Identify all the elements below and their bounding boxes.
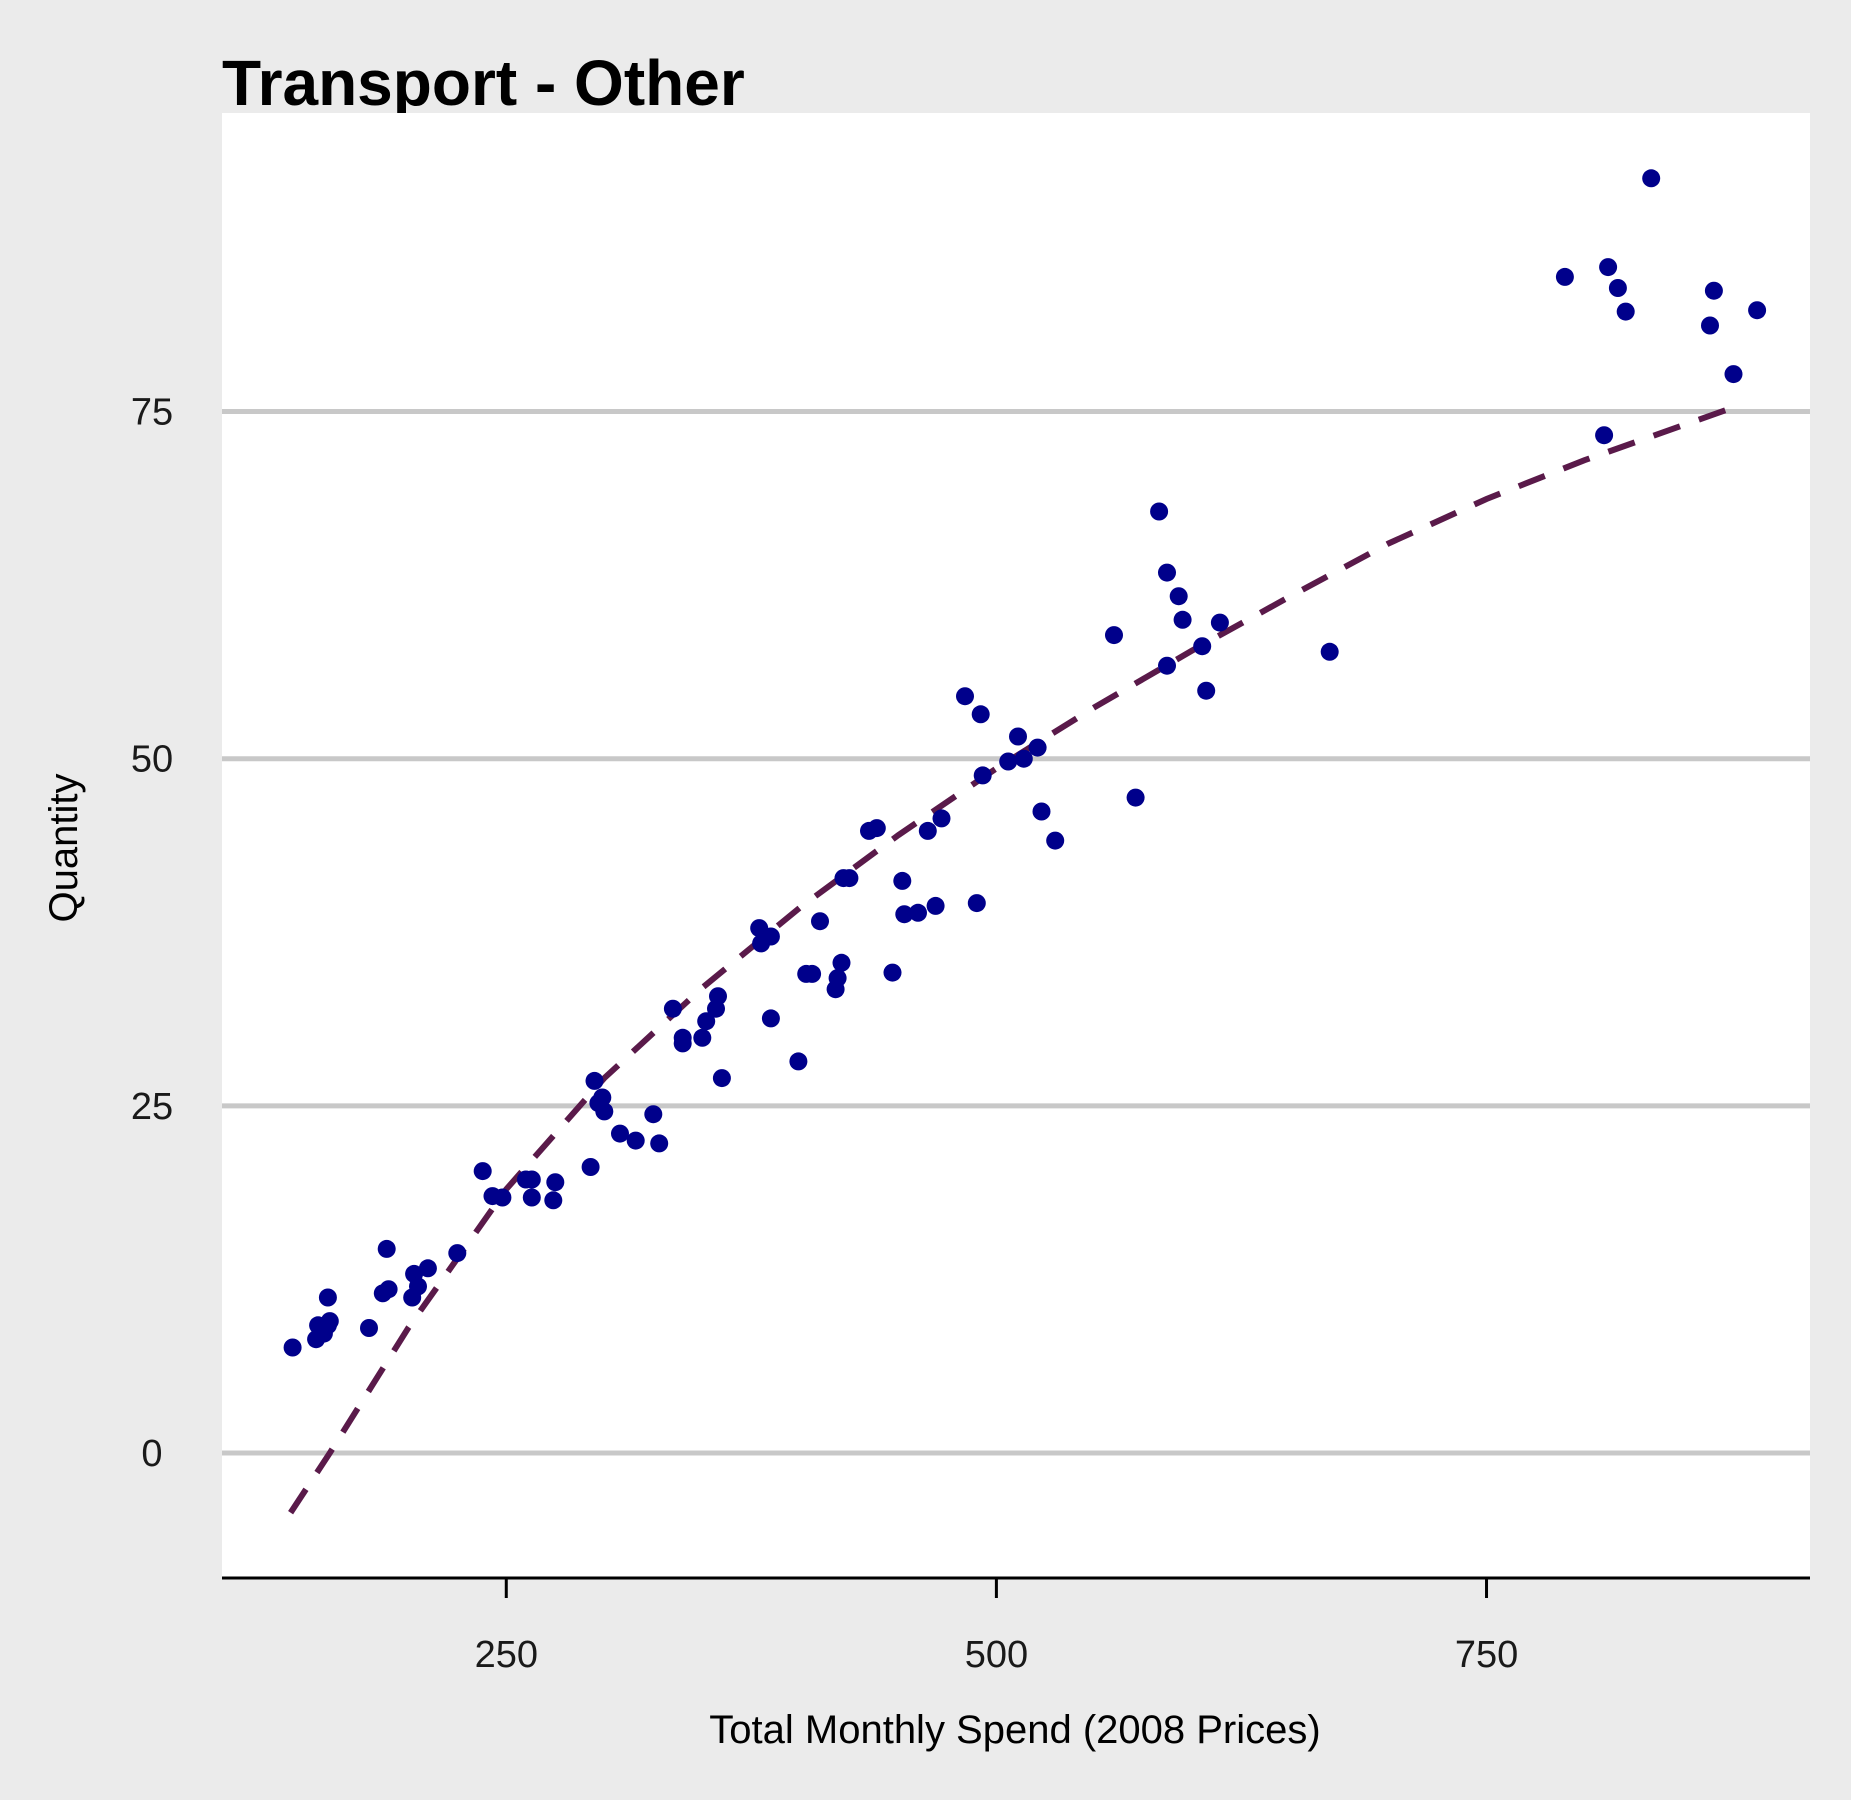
data-point <box>581 1158 600 1176</box>
data-point <box>644 1105 663 1124</box>
data-point <box>1724 365 1743 384</box>
data-point <box>1210 613 1229 632</box>
data-point <box>595 1102 614 1121</box>
data-point <box>1197 681 1216 700</box>
data-point <box>967 894 986 913</box>
data-point <box>1704 281 1723 300</box>
data-point <box>973 766 992 785</box>
data-point <box>926 896 945 915</box>
data-point <box>1193 637 1212 656</box>
x-tick-label: 250 <box>475 1634 538 1676</box>
y-tick-label: 50 <box>131 739 173 781</box>
data-point <box>585 1071 604 1090</box>
y-tick-label: 25 <box>131 1086 173 1128</box>
x-axis: 250 500 750 <box>222 1576 1810 1676</box>
data-point <box>1028 738 1047 757</box>
data-point <box>832 953 851 972</box>
data-point <box>1126 788 1145 807</box>
data-point <box>663 999 682 1018</box>
data-point <box>1009 727 1027 746</box>
data-point <box>1105 626 1123 645</box>
data-point <box>1173 610 1192 629</box>
data-point <box>1169 587 1188 606</box>
data-point <box>1555 267 1574 286</box>
data-point <box>840 869 859 888</box>
data-point <box>999 752 1018 771</box>
data-point <box>522 1188 541 1207</box>
data-point <box>1608 279 1627 297</box>
data-point <box>867 819 886 838</box>
trend-line <box>288 401 1743 1515</box>
data-point <box>1158 656 1176 675</box>
data-point <box>893 871 912 890</box>
data-point <box>1595 426 1614 445</box>
data-point <box>1599 258 1618 277</box>
data-point <box>971 705 990 724</box>
data-point <box>883 963 902 982</box>
data-point <box>761 1009 780 1028</box>
data-point <box>522 1170 541 1189</box>
y-axis-label: Quantity <box>42 774 86 923</box>
data-point <box>1616 302 1635 321</box>
data-point <box>918 821 937 840</box>
data-point <box>473 1162 492 1181</box>
data-point <box>789 1052 808 1071</box>
data-point <box>1701 316 1719 335</box>
points-layer <box>283 169 1767 1357</box>
data-point <box>1320 642 1339 661</box>
chart-title: Transport - Other <box>222 47 745 119</box>
data-point <box>1032 802 1051 821</box>
data-point <box>1642 169 1661 188</box>
data-point <box>828 969 847 988</box>
x-axis-label: Total Monthly Spend (2008 Prices) <box>709 1708 1320 1752</box>
x-tick-label: 500 <box>965 1634 1028 1676</box>
data-point <box>1046 831 1065 850</box>
trend-layer <box>288 401 1743 1515</box>
y-tick-label: 75 <box>131 392 173 434</box>
data-point <box>1748 301 1767 320</box>
data-point <box>626 1131 645 1150</box>
data-point <box>283 1338 302 1357</box>
data-point <box>418 1259 437 1278</box>
data-point <box>448 1244 467 1263</box>
data-point <box>712 1069 731 1088</box>
data-point <box>895 905 914 924</box>
data-point <box>1158 563 1176 582</box>
data-point <box>697 1012 716 1031</box>
data-point <box>493 1188 512 1207</box>
data-point <box>320 1312 339 1331</box>
data-point <box>761 927 780 946</box>
data-point <box>377 1239 396 1258</box>
y-axis-ticks: 0 25 50 75 <box>131 392 173 1475</box>
data-point <box>379 1280 398 1299</box>
plot-panel <box>222 113 1810 1578</box>
data-point <box>360 1319 378 1337</box>
data-point <box>544 1191 563 1210</box>
data-point <box>1014 749 1033 768</box>
data-point <box>546 1173 565 1192</box>
data-point <box>318 1288 337 1307</box>
data-point <box>803 964 822 983</box>
y-tick-label: 0 <box>141 1433 162 1475</box>
data-point <box>811 912 829 931</box>
data-point <box>673 1034 692 1053</box>
data-point <box>709 987 727 1006</box>
x-tick-label: 750 <box>1455 1634 1518 1676</box>
data-point <box>909 903 927 922</box>
data-point <box>1150 502 1169 521</box>
data-point <box>409 1277 427 1296</box>
data-point <box>650 1134 669 1153</box>
data-point <box>593 1088 612 1107</box>
data-point <box>693 1028 712 1047</box>
data-point <box>932 809 951 828</box>
data-point <box>611 1124 629 1143</box>
data-point <box>956 687 974 706</box>
